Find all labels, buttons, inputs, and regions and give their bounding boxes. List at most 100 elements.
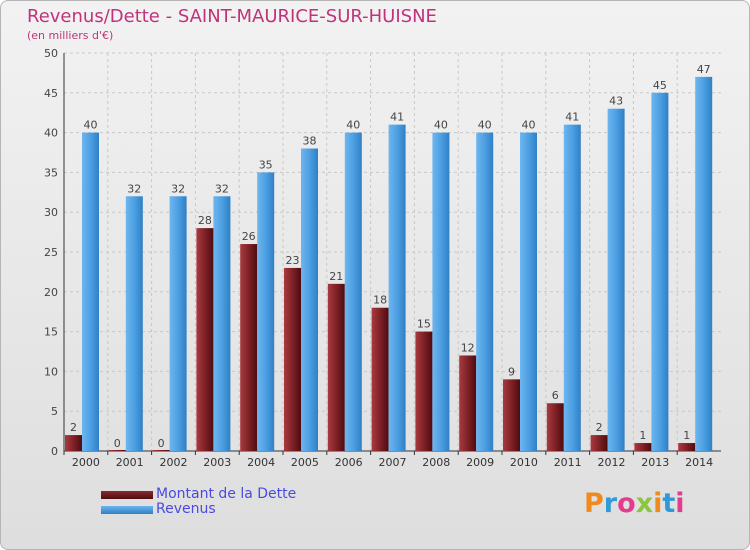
- revenue-bar-label: 32: [215, 182, 229, 195]
- debt-bar-2002: [152, 450, 170, 451]
- debt-bar-2011: [546, 403, 564, 451]
- logo-letter: P: [584, 488, 604, 519]
- revenue-bar-label: 45: [653, 79, 667, 92]
- x-tick-label: 2008: [422, 456, 450, 469]
- debt-bar-2007: [371, 307, 389, 451]
- revenue-bar-2008: [432, 132, 450, 451]
- revenue-bar-2000: [82, 132, 99, 451]
- x-tick-label: 2011: [554, 456, 582, 469]
- debt-bar-2005: [284, 267, 301, 451]
- y-tick-label: 35: [44, 166, 58, 179]
- debt-bar-2014: [678, 443, 696, 451]
- debt-bar-label: 12: [461, 341, 475, 354]
- logo-letter: r: [603, 488, 618, 519]
- revenue-bar-label: 32: [127, 182, 141, 195]
- data-labels: 2400320322832263523382140184115401240940…: [70, 63, 711, 450]
- debt-bar-label: 26: [242, 230, 256, 243]
- legend-swatch-debt: [101, 491, 153, 499]
- x-tick-label: 2013: [641, 456, 669, 469]
- revenue-bar-label: 32: [171, 182, 185, 195]
- revenue-bar-label: 43: [609, 95, 623, 108]
- y-tick-label: 25: [44, 246, 58, 259]
- debt-bar-label: 15: [417, 318, 431, 331]
- debt-bar-label: 1: [639, 429, 646, 442]
- y-tick-label: 0: [51, 445, 58, 458]
- debt-bar-label: 21: [329, 270, 343, 283]
- debt-bar-label: 2: [70, 421, 77, 434]
- revenue-bar-label: 40: [434, 119, 448, 132]
- chart-title: Revenus/Dette - SAINT-MAURICE-SUR-HUISNE: [27, 6, 437, 27]
- x-tick-label: 2003: [203, 456, 231, 469]
- debt-bar-label: 9: [508, 365, 515, 378]
- logo-letter: i: [675, 488, 685, 519]
- debt-bar-label: 0: [158, 437, 165, 450]
- revenue-bar-label: 38: [303, 135, 317, 148]
- x-tick-label: 2001: [116, 456, 144, 469]
- x-tick-label: 2006: [335, 456, 363, 469]
- x-tick-label: 2014: [685, 456, 713, 469]
- debt-bar-label: 28: [198, 214, 212, 227]
- logo-letter: i: [653, 488, 663, 519]
- revenue-bar-2005: [301, 148, 318, 451]
- y-tick-label: 10: [44, 365, 58, 378]
- debt-bar-label: 6: [552, 389, 559, 402]
- x-tick-label: 2007: [379, 456, 407, 469]
- y-tick-label: 15: [44, 326, 58, 339]
- debt-bar-2008: [415, 331, 433, 451]
- bars: [65, 76, 713, 452]
- debt-bar-label: 2: [596, 421, 603, 434]
- x-tick-label: 2010: [510, 456, 538, 469]
- x-tick-label: 2009: [466, 456, 494, 469]
- debt-bar-2001: [108, 450, 126, 451]
- revenue-bar-2001: [125, 196, 143, 451]
- debt-bar-2013: [634, 443, 652, 451]
- revenue-bar-2009: [476, 132, 494, 451]
- debt-bar-label: 18: [373, 294, 387, 307]
- x-tick-label: 2004: [247, 456, 275, 469]
- debt-bar-2006: [327, 283, 345, 451]
- y-tick-label: 20: [44, 286, 58, 299]
- logo-letter: x: [635, 488, 654, 519]
- revenue-bar-2012: [607, 108, 625, 451]
- chart-subtitle: (en milliers d'€): [27, 29, 114, 42]
- revenue-bar-2013: [651, 92, 669, 452]
- revenue-bar-2014: [695, 76, 713, 451]
- debt-bar-2000: [65, 435, 82, 451]
- revenue-bar-2003: [213, 196, 231, 451]
- revenue-bar-label: 40: [478, 119, 492, 132]
- legend-label-debt: Montant de la Dette: [156, 486, 297, 502]
- revenue-bar-2004: [257, 172, 275, 451]
- legend-swatch-revenue: [101, 506, 153, 514]
- y-tick-label: 5: [51, 405, 58, 418]
- x-tick-label: 2012: [598, 456, 626, 469]
- legend-label-revenue: Revenus: [156, 501, 216, 517]
- revenue-bar-label: 47: [697, 63, 711, 76]
- logo-letter: t: [662, 488, 676, 519]
- proxiti-logo: Proxiti: [584, 488, 685, 519]
- debt-bar-2004: [240, 244, 258, 451]
- revenue-bar-label: 41: [390, 111, 404, 124]
- y-tick-label: 30: [44, 206, 58, 219]
- revenue-bar-label: 41: [565, 111, 579, 124]
- revenue-bar-label: 40: [84, 119, 98, 132]
- x-tick-label: 2000: [72, 456, 100, 469]
- y-tick-label: 45: [44, 87, 58, 100]
- revenue-bar-label: 40: [346, 119, 360, 132]
- x-tick-label: 2005: [291, 456, 319, 469]
- debt-bar-2003: [196, 228, 214, 451]
- y-tick-label: 40: [44, 127, 58, 140]
- debt-bar-label: 0: [114, 437, 121, 450]
- debt-bar-label: 23: [286, 254, 300, 267]
- revenue-bar-2011: [563, 124, 581, 451]
- x-tick-label: 2002: [160, 456, 188, 469]
- logo-letter: o: [617, 488, 636, 519]
- revenue-bar-label: 40: [522, 119, 536, 132]
- debt-bar-2010: [503, 379, 520, 451]
- revenue-bar-label: 35: [259, 158, 273, 171]
- revenue-bar-2002: [169, 196, 187, 451]
- revenue-bar-2010: [520, 132, 537, 451]
- y-tick-label: 50: [44, 47, 58, 60]
